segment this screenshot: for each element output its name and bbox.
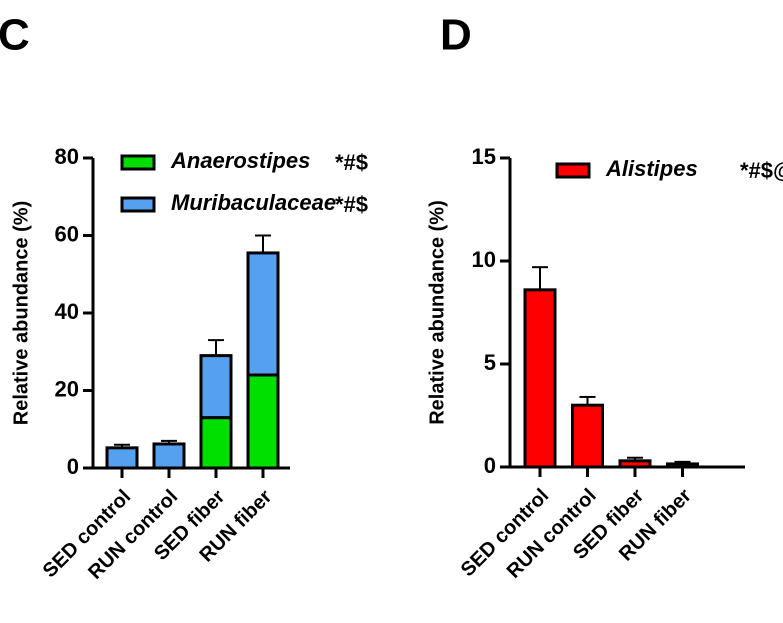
y-tick-label: 20 [55,376,79,401]
error-bar [674,460,691,464]
panel-label: D [440,11,472,60]
legend-annotation: *#$ [335,192,368,217]
error-bar [114,443,130,448]
bar [152,442,186,470]
y-tick-label: 10 [472,247,496,272]
y-tick-label: 60 [55,221,79,246]
bar [199,416,233,470]
bar [246,251,280,377]
error-bar [579,395,596,406]
legend-label: Muribaculaceae [171,190,336,215]
y-tick-label: 0 [67,454,79,479]
bar [666,462,699,469]
legend-label: Alistipes [605,156,698,181]
error-bar [208,339,224,356]
y-axis-label: Relative abundance (%) [426,200,448,425]
bar [571,403,604,469]
legend-swatch [555,162,591,179]
legend-swatch [120,196,156,213]
y-tick-label: 0 [484,453,496,478]
error-bar [627,456,643,461]
y-tick-label: 15 [472,144,496,169]
error-bar [161,439,177,444]
y-axis-label: Relative abundance (%) [10,201,32,426]
bar [199,354,233,420]
bar [523,288,557,469]
legend-swatch [120,154,156,171]
error-bar [532,266,548,290]
y-tick-label: 40 [55,299,79,324]
y-tick-label: 80 [55,144,79,169]
legend-label: Anaerostipes [170,148,310,173]
legend-annotation: *#$@ [740,158,783,183]
bar [246,373,280,470]
bar [618,459,652,469]
bar [105,446,139,470]
legend-annotation: *#$ [335,150,368,175]
error-bar [255,234,271,253]
y-tick-label: 5 [484,350,496,375]
panel-label: C [0,11,30,60]
